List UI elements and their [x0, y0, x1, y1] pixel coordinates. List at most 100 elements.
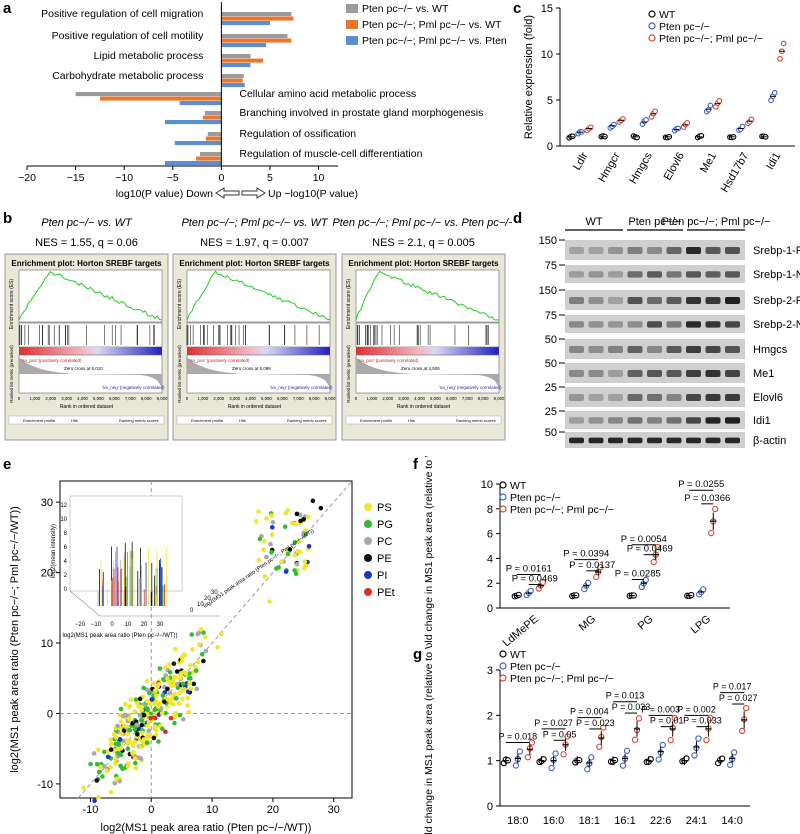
legend-marker — [499, 662, 507, 670]
data-point — [569, 133, 576, 140]
lipid-point — [116, 750, 121, 756]
bar-2-0 — [221, 54, 251, 59]
blot-band — [608, 346, 623, 353]
plot-title: Enrichment plot: Horton SREBF targets — [11, 259, 162, 268]
legend-swatch — [346, 4, 358, 13]
na-pos-label: 'na_pos' (positively correlated) — [189, 358, 250, 363]
x-label-left: log10(P value) Down — [116, 188, 213, 200]
y-tick-label: 3 — [487, 665, 493, 677]
data-point — [631, 736, 639, 743]
blot-band — [705, 297, 721, 304]
p-value: P = 0.023 — [576, 718, 615, 728]
blot-band — [686, 271, 701, 278]
na-pos-label: 'na_pos' (positively correlated) — [358, 358, 419, 363]
bar-2-1 — [221, 58, 264, 63]
lipid-point — [163, 729, 168, 735]
x-tick-label: 5,000 — [261, 396, 272, 401]
lipid-point — [174, 669, 180, 674]
p-value: P = 0.027 — [719, 693, 758, 703]
data-point — [730, 749, 738, 756]
lipid-point — [165, 686, 170, 692]
plot-stats: NES = 1.97, q = 0.007 — [200, 237, 309, 249]
zero-cross-label: Zero cross at 5,098 — [232, 366, 271, 371]
group-label: Pten pc−/−; Pml pc−/− — [662, 216, 771, 228]
p-value: P = 0.003 — [641, 704, 680, 714]
lipid-point — [141, 712, 147, 718]
p-value: P = 0.05 — [543, 729, 577, 739]
lipid-point — [180, 688, 186, 693]
bar-4-1 — [99, 96, 222, 101]
lipid-point — [172, 675, 178, 680]
band-label: Srebp-2-N — [753, 319, 800, 331]
inset-z-tick: 12 — [60, 503, 67, 509]
y-label-top: Enrichment score (ES) — [177, 279, 183, 330]
lipid-point — [152, 715, 158, 721]
lipid-point — [113, 735, 119, 740]
blot-band — [725, 247, 740, 254]
p-value: P = 0.0469 — [627, 544, 673, 555]
blot-band — [725, 297, 740, 304]
category-label: Regulation of ossification — [239, 128, 356, 140]
data-point — [635, 715, 643, 722]
data-point — [667, 737, 674, 744]
blot-band — [588, 346, 604, 353]
chart-g: 0 1 2 3 Fold change in MS1 peak area (relati… — [423, 646, 758, 834]
lipid-point — [132, 709, 137, 714]
inset-z-label: log2(mean intensity) — [51, 524, 57, 578]
lipid-point — [144, 706, 149, 711]
panel-label-a: a — [3, 0, 12, 17]
x-tick-label: 0 — [148, 804, 154, 816]
blot-band — [686, 297, 701, 304]
blot-band — [666, 271, 682, 278]
bar-6-0 — [207, 132, 222, 137]
lipid-point — [292, 539, 298, 545]
lipid-point — [160, 693, 166, 698]
category-label: Carbohydrate metabolic process — [52, 70, 203, 82]
blot-band — [705, 346, 721, 353]
lipid-point — [269, 513, 275, 518]
lipid-point — [153, 693, 159, 699]
data-point — [691, 752, 698, 759]
lipid-point — [147, 690, 152, 696]
x-tick-label: 7,000 — [293, 396, 304, 401]
blot-band — [627, 321, 643, 328]
category-label: Positive regulation of cell motility — [52, 30, 204, 42]
lipid-point — [134, 722, 140, 728]
lipid-point — [112, 780, 118, 786]
inset-x-tick: 20 — [141, 622, 148, 628]
na-neg-label: 'na_neg' (negatively correlated) — [439, 385, 502, 390]
blot-band — [647, 297, 662, 304]
x-tick-label: Elovl6 — [662, 151, 687, 183]
metric-fill — [187, 357, 330, 392]
bar-1-2 — [221, 43, 267, 48]
x-tick-label: Hmgcr — [596, 150, 623, 184]
band-label: Srebp-1-N — [753, 269, 800, 281]
blot-band — [647, 370, 662, 377]
lipid-point — [141, 737, 147, 742]
legend-label: PC — [377, 536, 392, 548]
data-point — [708, 529, 715, 537]
x-tick-label: 3,000 — [229, 396, 240, 401]
lipid-point — [122, 701, 128, 707]
lipid-point — [120, 713, 126, 719]
lipid-point — [104, 768, 109, 774]
data-point — [552, 750, 559, 757]
lipid-point — [108, 737, 113, 742]
blot-band — [647, 417, 662, 424]
chart-f: 0 2 4 6 8 10 Fold change in MS1 peak area (rel… — [423, 456, 730, 646]
lipid-point — [287, 547, 293, 552]
blot-band — [666, 417, 682, 424]
lipid-point — [267, 599, 272, 604]
blot-band — [725, 370, 740, 377]
lipid-point — [180, 681, 186, 687]
lipid-point — [215, 645, 220, 650]
mw-marker: 75 — [545, 310, 557, 322]
data-point — [634, 134, 640, 141]
lipid-point — [94, 778, 100, 783]
legend-label: Pten pc−/− — [510, 492, 561, 504]
blot-band — [627, 346, 643, 353]
panel-label-c: c — [513, 0, 522, 17]
lipid-point — [186, 671, 192, 676]
blot-band — [588, 437, 604, 444]
x-tick-label: 9,000 — [494, 396, 505, 401]
